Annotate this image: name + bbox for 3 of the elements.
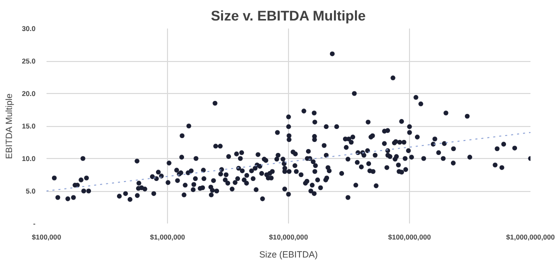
y-axis-title: EBITDA Multiple xyxy=(4,93,14,160)
chart-title: Size v. EBITDA Multiple xyxy=(210,8,366,24)
x-axis-title: Size (EBITDA) xyxy=(259,250,318,260)
